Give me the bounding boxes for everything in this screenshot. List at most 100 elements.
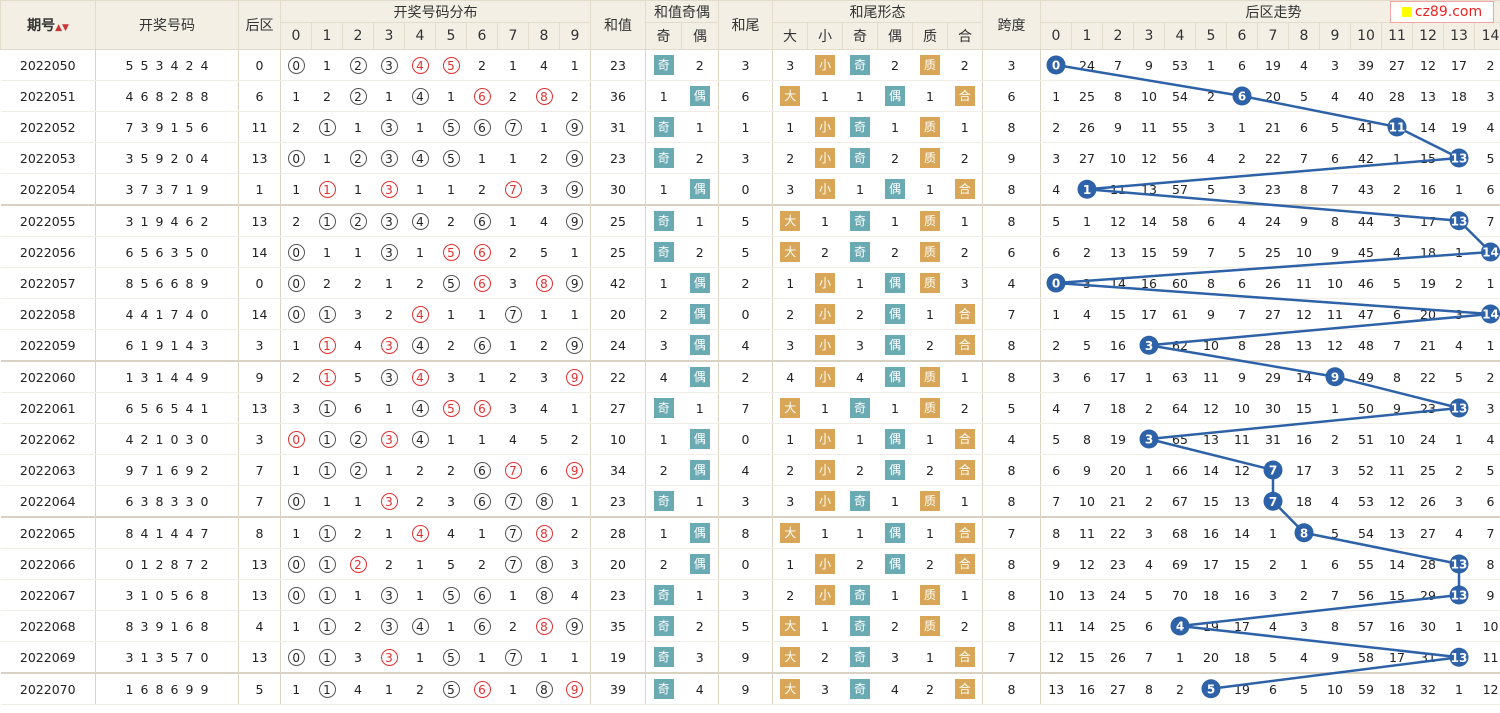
tail-form-cell: 小: [807, 360, 843, 393]
draw-number: 9: [125, 462, 134, 478]
tail-form-cell: 奇: [842, 672, 878, 705]
dist-ball: 1: [318, 212, 336, 230]
sum-oe-cell: 4: [681, 672, 719, 705]
draw-number: 7: [125, 119, 134, 135]
dist-cell: 6: [342, 392, 374, 424]
trend-cell: 28: [1412, 548, 1444, 580]
trend-cell: 4: [1071, 298, 1103, 330]
trend-cell: 5: [1474, 454, 1500, 486]
dist-cell: 1: [311, 173, 343, 206]
site-logo[interactable]: cz89.com: [1390, 1, 1494, 23]
draw-number: 6: [170, 681, 179, 697]
trend-cell: 9: [1288, 204, 1320, 237]
tail-cell: 0: [718, 173, 773, 206]
trend-cell: 40: [1350, 80, 1382, 112]
sum-oe-cell: 奇: [645, 204, 682, 237]
big-header: 大: [772, 22, 808, 50]
tail-cell: 7: [718, 392, 773, 424]
tail-form-cell: 2: [947, 49, 983, 81]
dist-cell: 3: [497, 392, 529, 424]
tail-cell: 1: [718, 111, 773, 143]
trend-cell: 21: [1257, 111, 1289, 143]
period-cell: 2022059: [0, 329, 96, 362]
trend-cell: 30: [1412, 610, 1444, 642]
trend-cell: 4: [1226, 204, 1258, 237]
trend-cell: 1: [1133, 454, 1165, 486]
trend-cell: 10: [1319, 672, 1351, 705]
trend-cell: 6: [1319, 142, 1351, 174]
trend-cell: 55: [1350, 548, 1382, 580]
tail-form-cell: 1: [807, 204, 843, 237]
digit-header: 4: [404, 22, 436, 50]
trend-cell: 16: [1381, 610, 1413, 642]
trend-cell: 2: [1195, 80, 1227, 112]
dist-cell: 1: [404, 236, 436, 268]
dist-cell: 1: [311, 236, 343, 268]
dist-cell: 9: [559, 329, 591, 362]
trend-cell: 9: [1381, 392, 1413, 424]
dist-cell: 1: [466, 360, 498, 393]
dist-cell: 1: [342, 173, 374, 206]
trend-cell: 11: [1226, 423, 1258, 455]
trend-cell: 6: [1257, 672, 1289, 705]
back-number-cell: 6: [238, 80, 281, 112]
tail-form-cell: 2: [947, 610, 983, 642]
draw-number: 6: [155, 244, 164, 260]
period-cell: 2022062: [0, 423, 96, 455]
trend-cell: 3: [1226, 173, 1258, 206]
dist-cell: 1: [311, 298, 343, 330]
draw-number: 1: [140, 556, 149, 572]
dist-ball: 0: [287, 274, 305, 292]
dist-ball: 0: [287, 149, 305, 167]
back-digit-header: 5: [1195, 22, 1227, 50]
tail-form-cell: 偶: [877, 298, 913, 330]
dist-cell: 2: [559, 516, 591, 549]
dist-cell: 1: [466, 516, 498, 549]
dist-cell: 4: [404, 360, 436, 393]
dist-cell: 4: [404, 80, 436, 112]
dist-cell: 0: [280, 142, 312, 174]
dist-cell: 4: [404, 423, 436, 455]
dist-cell: 8: [528, 80, 560, 112]
tail-form-cell: 小: [807, 49, 843, 81]
sum-oe-cell: 偶: [681, 329, 719, 362]
oe-tag: 偶: [689, 304, 710, 324]
period-cell: 2022066: [0, 548, 96, 580]
trend-cell: 4: [1288, 49, 1320, 81]
form-tag: 小: [815, 429, 835, 449]
sum-oe-cell: 1: [645, 267, 682, 299]
dist-cell: 6: [466, 236, 498, 268]
digit-header: 5: [435, 22, 467, 50]
dist-ball: 6: [473, 680, 491, 698]
tail-form-cell: 1: [772, 423, 808, 455]
sum-cell: 34: [590, 454, 646, 486]
trend-cell: 16: [1195, 516, 1227, 549]
dist-ball: 9: [566, 336, 584, 354]
trend-cell: 2: [1164, 672, 1196, 705]
trend-cell: 1: [1226, 111, 1258, 143]
span-cell: 7: [982, 641, 1041, 674]
dist-cell: 6: [466, 204, 498, 237]
draw-number: 3: [170, 493, 179, 509]
back-number-cell: 0: [238, 267, 281, 299]
header-period[interactable]: 期号▲▼: [0, 0, 96, 50]
trend-cell: 5: [1288, 672, 1320, 705]
tail-form-cell: 1: [807, 392, 843, 424]
span-cell: 7: [982, 298, 1041, 330]
dist-cell: 1: [435, 298, 467, 330]
dist-ball: 9: [566, 149, 584, 167]
dist-ball: 9: [566, 680, 584, 698]
tail-form-cell: 2: [877, 236, 913, 268]
trend-cell: 1: [1443, 236, 1475, 268]
table-row: 2022068 8 3 9 1 6 8 4 1 1 2 3 4 1 6 2 8 9 35 奇 2 5 大 1 奇 2 质 2 8 11 14…: [0, 610, 1500, 642]
sort-icon[interactable]: ▲▼: [55, 23, 69, 33]
back-number-cell: 0: [238, 49, 281, 81]
period-cell: 2022061: [0, 392, 96, 424]
tail-cell: 5: [718, 610, 773, 642]
dist-cell: 2: [404, 267, 436, 299]
draw-number: 4: [170, 57, 179, 73]
digit-header: 6: [466, 22, 498, 50]
form-tag: 小: [815, 179, 835, 199]
trend-cell: 10: [1195, 329, 1227, 362]
